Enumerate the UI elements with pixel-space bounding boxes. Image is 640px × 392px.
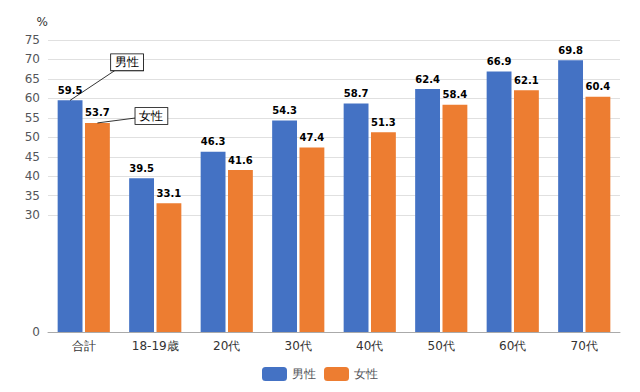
svg-text:65: 65: [25, 72, 40, 86]
svg-text:40代: 40代: [356, 339, 383, 353]
svg-text:47.4: 47.4: [300, 132, 325, 143]
svg-text:75: 75: [25, 33, 40, 47]
svg-text:45: 45: [25, 150, 40, 164]
svg-text:60代: 60代: [499, 339, 526, 353]
svg-text:66.9: 66.9: [487, 56, 512, 67]
svg-text:39.5: 39.5: [129, 163, 154, 174]
svg-text:%: %: [37, 15, 48, 29]
svg-text:69.8: 69.8: [558, 45, 583, 56]
svg-text:男性: 男性: [115, 55, 139, 69]
svg-text:女性: 女性: [354, 367, 378, 381]
svg-text:40: 40: [25, 169, 40, 183]
svg-text:58.4: 58.4: [443, 89, 468, 100]
svg-text:70代: 70代: [571, 339, 598, 353]
svg-text:50代: 50代: [428, 339, 455, 353]
svg-text:60: 60: [25, 91, 40, 105]
svg-text:62.4: 62.4: [415, 74, 440, 85]
svg-text:合計: 合計: [72, 339, 96, 353]
svg-text:51.3: 51.3: [371, 117, 396, 128]
svg-text:60.4: 60.4: [586, 81, 611, 92]
svg-text:50: 50: [25, 130, 40, 144]
svg-text:41.6: 41.6: [228, 155, 253, 166]
svg-text:33.1: 33.1: [157, 188, 182, 199]
svg-text:0: 0: [32, 325, 40, 339]
svg-text:男性: 男性: [292, 367, 316, 381]
svg-text:54.3: 54.3: [272, 105, 297, 116]
svg-text:18-19歳: 18-19歳: [132, 339, 179, 353]
svg-text:70: 70: [25, 52, 40, 66]
svg-text:46.3: 46.3: [201, 136, 226, 147]
svg-text:58.7: 58.7: [344, 88, 369, 99]
svg-text:62.1: 62.1: [514, 75, 539, 86]
svg-text:30代: 30代: [285, 339, 312, 353]
svg-text:30: 30: [25, 208, 40, 222]
svg-text:59.5: 59.5: [57, 84, 83, 96]
svg-text:55: 55: [25, 111, 40, 125]
svg-text:20代: 20代: [213, 339, 240, 353]
svg-text:53.7: 53.7: [85, 107, 110, 118]
svg-text:35: 35: [25, 189, 40, 203]
svg-text:女性: 女性: [139, 109, 163, 123]
